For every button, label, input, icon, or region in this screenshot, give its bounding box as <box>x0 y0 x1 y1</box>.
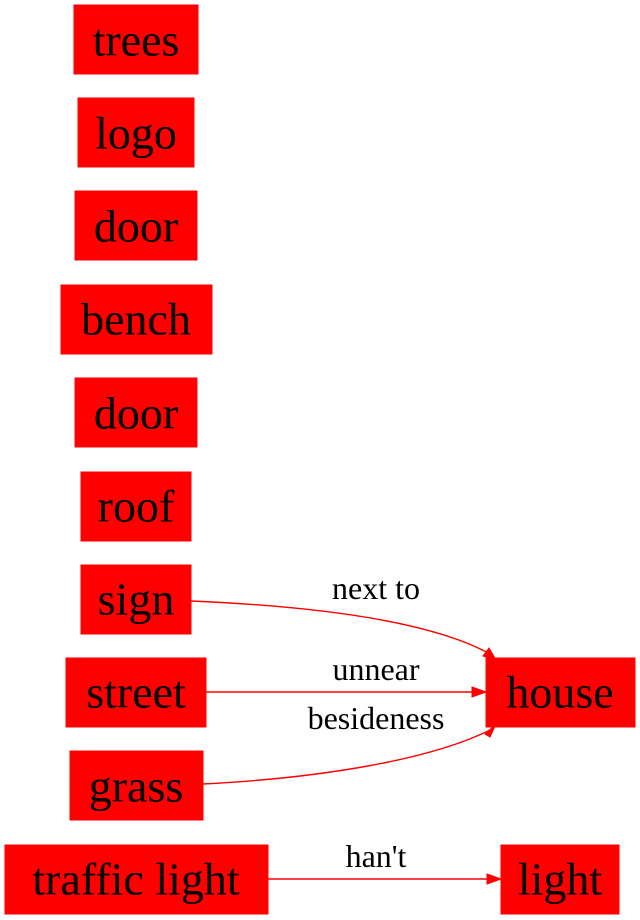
edge-street-to-house: unnear <box>206 651 488 698</box>
node-door: door <box>74 190 198 261</box>
node-traffic-light: traffic light <box>4 844 269 915</box>
node-label: grass <box>89 761 184 812</box>
node-logo: logo <box>77 97 195 168</box>
node-label: door <box>94 201 178 252</box>
node-label: roof <box>98 481 175 532</box>
node-door-2: door <box>74 377 198 448</box>
edge-label: han't <box>346 838 407 874</box>
node-light: light <box>500 844 620 915</box>
node-house: house <box>485 657 636 728</box>
node-street: street <box>65 657 207 728</box>
node-label: sign <box>98 574 175 625</box>
node-label: house <box>506 667 613 718</box>
edge-grass-to-house: besideness <box>202 700 497 785</box>
node-label: light <box>518 854 603 905</box>
node-bench: bench <box>60 284 213 355</box>
node-label: trees <box>93 15 180 66</box>
node-grass: grass <box>69 750 204 821</box>
node-label: logo <box>95 108 177 159</box>
node-label: street <box>86 667 186 718</box>
node-label: bench <box>81 294 191 345</box>
edge-sign-to-house: next to <box>190 570 498 661</box>
node-roof: roof <box>80 471 192 542</box>
edge-label: next to <box>332 570 420 606</box>
node-label: door <box>94 388 178 439</box>
node-trees: trees <box>73 4 199 75</box>
edge-label: besideness <box>308 700 445 736</box>
node-label: traffic light <box>32 854 240 905</box>
edge-traffic-light-to-light: han't <box>268 838 503 885</box>
edge-label: unnear <box>332 651 419 687</box>
node-sign: sign <box>80 564 192 635</box>
